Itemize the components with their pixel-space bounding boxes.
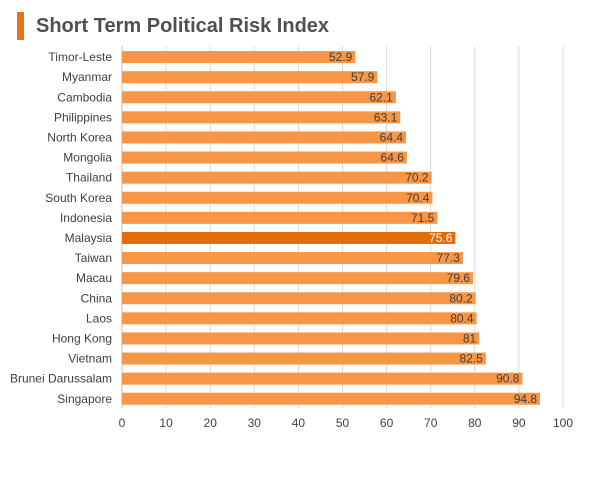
category-label: North Korea bbox=[47, 130, 112, 144]
data-label: 71.5 bbox=[411, 211, 435, 225]
category-label: Cambodia bbox=[57, 90, 112, 104]
data-label: 94.8 bbox=[514, 392, 538, 406]
bar bbox=[122, 51, 356, 64]
x-tick-label: 80 bbox=[468, 416, 482, 430]
x-tick-label: 90 bbox=[512, 416, 526, 430]
category-label: Philippines bbox=[54, 110, 112, 124]
data-label: 64.6 bbox=[381, 151, 405, 165]
category-label: Mongolia bbox=[63, 151, 112, 165]
data-label: 90.8 bbox=[496, 372, 520, 386]
data-label: 57.9 bbox=[351, 70, 375, 84]
bar bbox=[122, 71, 378, 84]
category-label: Timor-Leste bbox=[48, 50, 112, 64]
x-tick-label: 0 bbox=[119, 416, 126, 430]
category-label: Brunei Darussalam bbox=[10, 372, 112, 386]
data-label: 75.6 bbox=[429, 231, 453, 245]
x-tick-label: 60 bbox=[380, 416, 394, 430]
chart-title: Short Term Political Risk Index bbox=[36, 15, 330, 37]
bar bbox=[122, 392, 541, 405]
category-label: China bbox=[81, 291, 113, 305]
bar bbox=[122, 131, 407, 144]
bar bbox=[122, 231, 456, 244]
category-label: Taiwan bbox=[75, 251, 112, 265]
x-tick-label: 50 bbox=[336, 416, 350, 430]
bar bbox=[122, 252, 463, 265]
data-label: 79.6 bbox=[447, 271, 471, 285]
bar bbox=[122, 191, 433, 204]
data-label: 52.9 bbox=[329, 50, 353, 64]
data-label: 82.5 bbox=[459, 352, 483, 366]
bar bbox=[122, 332, 480, 345]
category-label: Singapore bbox=[57, 392, 112, 406]
category-label: South Korea bbox=[45, 191, 112, 205]
data-label: 80.2 bbox=[449, 291, 473, 305]
bar bbox=[122, 312, 477, 325]
title-accent-bar bbox=[17, 12, 24, 40]
bar bbox=[122, 352, 486, 365]
bar bbox=[122, 91, 396, 104]
data-label: 80.4 bbox=[450, 311, 474, 325]
data-label: 77.3 bbox=[437, 251, 461, 265]
bar bbox=[122, 272, 474, 285]
bar bbox=[122, 292, 476, 305]
category-label: Malaysia bbox=[65, 231, 113, 245]
x-tick-label: 70 bbox=[424, 416, 438, 430]
category-label: Vietnam bbox=[68, 352, 112, 366]
x-tick-label: 100 bbox=[553, 416, 573, 430]
x-tick-label: 20 bbox=[204, 416, 218, 430]
bar bbox=[122, 211, 438, 224]
data-label: 62.1 bbox=[370, 90, 394, 104]
bar bbox=[122, 171, 432, 184]
category-label: Hong Kong bbox=[52, 331, 112, 345]
x-tick-label: 30 bbox=[248, 416, 262, 430]
data-label: 70.4 bbox=[406, 191, 430, 205]
category-label: Laos bbox=[86, 311, 112, 325]
category-label: Myanmar bbox=[62, 70, 112, 84]
data-label: 81 bbox=[463, 331, 477, 345]
bar bbox=[122, 111, 401, 124]
category-label: Macau bbox=[76, 271, 112, 285]
x-tick-label: 10 bbox=[159, 416, 173, 430]
data-label: 63.1 bbox=[374, 110, 398, 124]
data-label: 64.4 bbox=[380, 130, 404, 144]
bar bbox=[122, 151, 407, 164]
x-tick-label: 40 bbox=[292, 416, 306, 430]
data-label: 70.2 bbox=[405, 171, 429, 185]
category-label: Thailand bbox=[66, 171, 112, 185]
category-label: Indonesia bbox=[60, 211, 112, 225]
bar bbox=[122, 372, 523, 385]
